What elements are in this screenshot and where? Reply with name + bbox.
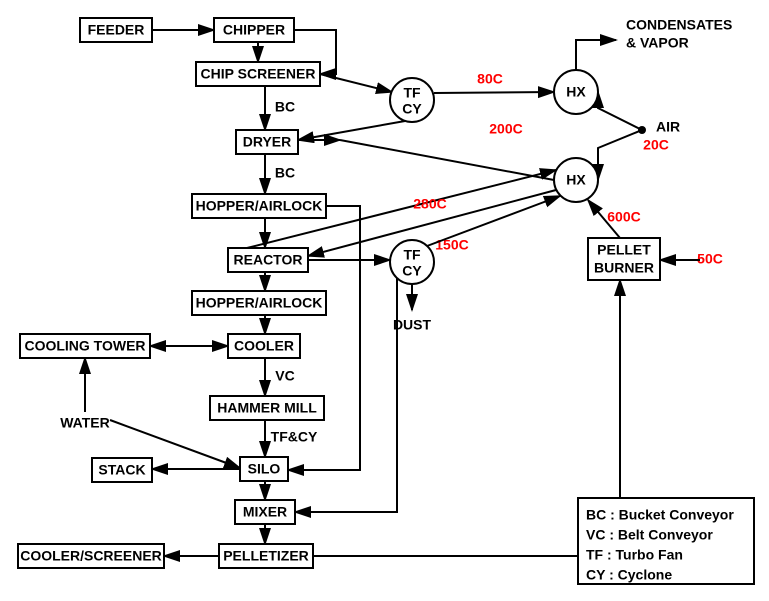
edge-label: 150C [435,237,468,253]
node-label: COOLER/SCREENER [20,548,162,564]
node-chip_screener: CHIP SCREENER [196,62,320,86]
legend-item: CY : Cyclone [586,567,672,583]
edge-label: VC [275,368,294,384]
edge [320,74,392,92]
legend-item: TF : Turbo Fan [586,547,683,563]
node-hopper2: HOPPER/AIRLOCK [192,291,326,315]
label-dust: DUST [393,317,432,333]
edge-label: BC [275,99,295,115]
node-chipper: CHIPPER [214,18,294,42]
node-label: REACTOR [234,252,303,268]
node-silo: SILO [240,457,288,481]
node-stack: STACK [92,458,152,482]
edge [298,140,554,180]
edge [598,92,642,130]
node-reactor: REACTOR [228,248,308,272]
svg-text:CY: CY [402,101,422,117]
edge [576,40,616,70]
node-label: CHIP SCREENER [201,66,316,82]
label-condensates: CONDENSATES [626,17,732,33]
svg-text:HX: HX [566,84,586,100]
node-mixer: MIXER [235,500,295,524]
node-label: MIXER [243,504,287,520]
node-label: FEEDER [88,22,145,38]
node-dryer: DRYER [236,130,298,154]
node-feeder: FEEDER [80,18,152,42]
node-tfcy1: TFCY [390,78,434,122]
svg-text:CY: CY [402,263,422,279]
node-label: BURNER [594,260,654,276]
label-water: WATER [60,415,110,431]
node-label: PELLETIZER [223,548,309,564]
node-label: HOPPER/AIRLOCK [196,198,323,214]
node-label: COOLER [234,338,294,354]
edge-label: 80C [477,71,503,87]
edge-label: 50C [697,251,723,267]
node-label: PELLET [597,242,651,258]
node-label: CHIPPER [223,22,285,38]
node-tfcy2: TFCY [390,240,434,284]
edge [298,121,405,140]
edge-label: BC [275,165,295,181]
node-hx1: HX [554,70,598,114]
label-condensates-2: & VAPOR [626,35,689,51]
edge-label: TF&CY [271,429,318,445]
node-hx2: HX [554,158,598,202]
node-hopper1: HOPPER/AIRLOCK [192,194,326,218]
node-label: HOPPER/AIRLOCK [196,295,323,311]
junction-dot [638,126,646,134]
label-air: AIR [656,119,680,135]
svg-text:TF: TF [403,247,421,263]
node-label: STACK [98,462,145,478]
node-label: HAMMER MILL [217,400,317,416]
node-cooler_scr: COOLER/SCREENER [18,544,164,568]
edge-label: 200C [489,121,522,137]
label-air-temp: 20C [643,137,669,153]
edge-label: 280C [413,196,446,212]
edge [427,196,560,246]
edge [598,130,642,180]
node-hammer_mill: HAMMER MILL [210,396,324,420]
node-cooler: COOLER [228,334,300,358]
legend-item: BC : Bucket Conveyor [586,507,734,523]
node-pellet_burner: PELLET BURNER [588,238,660,280]
node-label: COOLING TOWER [24,338,145,354]
svg-text:HX: HX [566,172,586,188]
svg-text:TF: TF [403,85,421,101]
edge-label: 600C [607,209,640,225]
node-pelletizer: PELLETIZER [219,544,313,568]
node-label: SILO [248,461,281,477]
edge [434,92,554,93]
node-label: DRYER [243,134,292,150]
node-cooling_tower: COOLING TOWER [20,334,150,358]
legend-item: VC : Belt Conveyor [586,527,713,543]
